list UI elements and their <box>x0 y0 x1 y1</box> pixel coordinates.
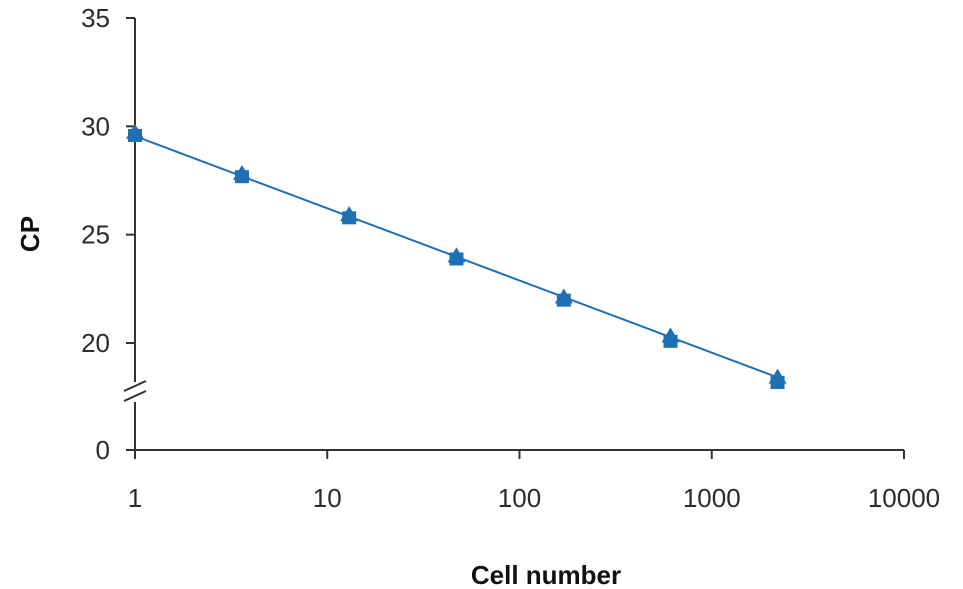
x-tick-label: 100 <box>498 483 541 513</box>
data-marks <box>126 123 787 389</box>
x-tick-label: 1 <box>128 483 142 513</box>
axis-break-icon <box>123 380 147 402</box>
data-point-square <box>663 334 678 348</box>
y-tick-label: 0 <box>96 435 110 465</box>
data-point-square <box>128 129 142 142</box>
x-tick-label: 10 <box>313 483 342 513</box>
data-point-square <box>556 293 571 307</box>
x-axis-title: Cell number <box>471 560 621 589</box>
x-tick-label: 10000 <box>868 483 940 513</box>
y-tick-label: 20 <box>81 328 110 358</box>
x-ticks: 1 10 100 1000 10000 <box>128 450 940 513</box>
y-axis-title: CP <box>15 216 45 252</box>
plot-area: 1 10 100 1000 10000 0 20 25 30 35 <box>81 3 940 513</box>
data-point-square <box>342 211 357 225</box>
x-tick-label: 1000 <box>683 483 741 513</box>
y-tick-label: 25 <box>81 220 110 250</box>
y-ticks: 0 20 25 30 35 <box>81 3 135 465</box>
y-tick-label: 35 <box>81 3 110 33</box>
data-point-square <box>770 376 785 389</box>
data-point-square <box>449 252 464 266</box>
data-point-square <box>234 170 249 184</box>
y-tick-label: 30 <box>81 111 110 141</box>
